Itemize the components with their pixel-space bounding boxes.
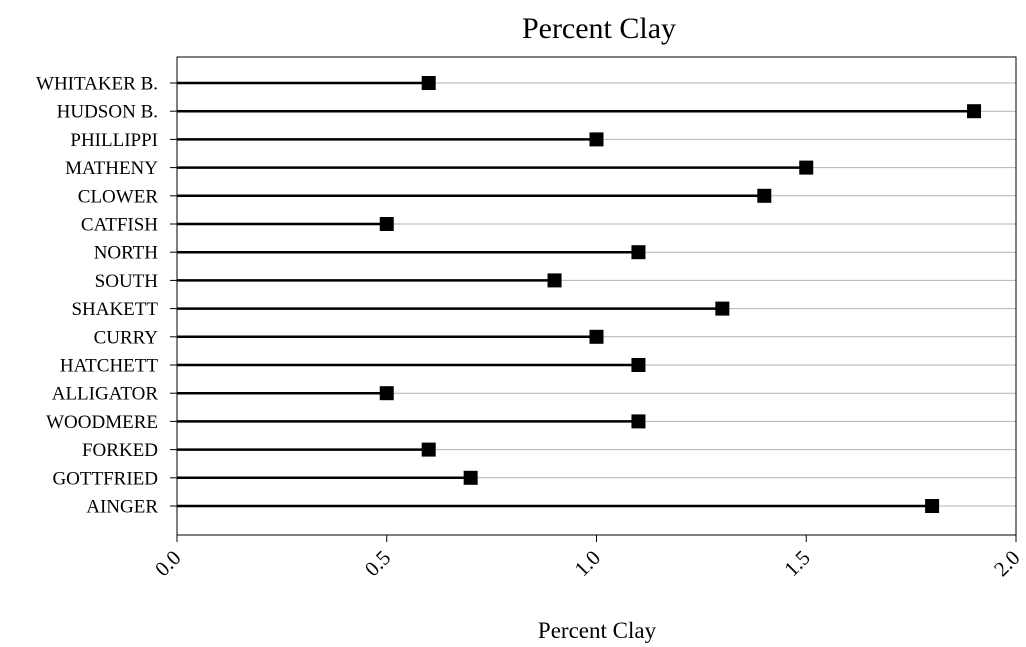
y-tick-labels: WHITAKER B. HUDSON B. PHILLIPPI MATHENY CLOW…	[36, 74, 177, 518]
y-tick-label-catfish: CATFISH	[81, 215, 158, 236]
y-tick-label-ainger: AINGER	[86, 497, 158, 518]
x-ticks: 0.0 0.5 1.0 1.5 2.0	[150, 535, 1025, 581]
marker-curry	[589, 329, 604, 344]
marker-south	[547, 273, 562, 288]
y-tick-label-matheny: MATHENY	[65, 158, 158, 179]
y-tick-label-forked: FORKED	[82, 440, 158, 461]
y-tick-label-south: SOUTH	[95, 271, 159, 292]
x-axis-label: Percent Clay	[538, 618, 657, 643]
plot-frame	[176, 56, 1017, 536]
x-tick-label-4: 2.0	[989, 546, 1025, 582]
marker-hudson-b	[967, 104, 982, 119]
marker-phillippi	[589, 132, 604, 147]
y-tick-label-hudson-b: HUDSON B.	[57, 102, 158, 123]
y-tick-label-phillippi: PHILLIPPI	[70, 130, 158, 151]
marker-gottfried	[463, 470, 478, 485]
grid-lines	[177, 82, 1016, 507]
marker-clower	[757, 188, 772, 203]
marker-whitaker-b	[421, 76, 436, 90]
y-tick-label-whitaker-b: WHITAKER B.	[36, 74, 158, 95]
chart-title: Percent Clay	[522, 12, 676, 45]
marker-shakett	[715, 301, 730, 316]
x-tick-label-2: 1.0	[570, 546, 606, 582]
data-markers	[379, 76, 982, 513]
marker-alligator	[379, 386, 394, 401]
y-tick-label-gottfried: GOTTFRIED	[52, 468, 158, 489]
marker-hatchett	[631, 358, 646, 372]
y-tick-label-hatchett: HATCHETT	[60, 356, 159, 377]
x-tick-label-0: 0.0	[150, 546, 186, 582]
x-tick-label-3: 1.5	[779, 546, 815, 582]
y-tick-label-clower: CLOWER	[78, 186, 159, 207]
y-tick-label-north: NORTH	[94, 243, 159, 264]
marker-catfish	[379, 217, 394, 231]
y-tick-label-woodmere: WOODMERE	[46, 412, 158, 433]
marker-north	[631, 245, 646, 260]
y-tick-label-shakett: SHAKETT	[71, 299, 158, 320]
y-tick-label-alligator: ALLIGATOR	[52, 384, 159, 405]
marker-ainger	[925, 499, 940, 513]
stems	[177, 81, 975, 508]
marker-forked	[421, 442, 436, 457]
y-tick-label-curry: CURRY	[94, 327, 159, 348]
x-tick-label-1: 0.5	[360, 546, 396, 582]
marker-matheny	[799, 160, 814, 175]
marker-woodmere	[631, 414, 646, 429]
